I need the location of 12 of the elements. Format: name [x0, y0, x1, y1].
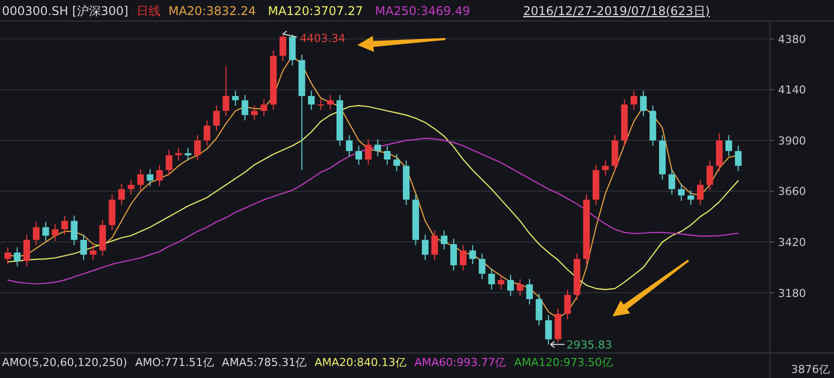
annotation: 日线: [136, 4, 160, 18]
subtitle: 2016/12/27-2019/07/18(623日): [523, 4, 710, 18]
annotation: AMA120:973.50亿: [514, 356, 613, 369]
annotation: AMA20:840.13亿: [314, 356, 406, 369]
annotation: AMA5:785.31亿: [222, 356, 307, 369]
annotation: 2935.83: [566, 338, 612, 352]
annotation: AMO(5,20,60,120,250): [2, 356, 128, 369]
annotation: AMO:771.51亿: [135, 356, 214, 369]
annotation: AMA60:993.77亿: [414, 356, 506, 369]
annotation: 3876亿: [791, 363, 830, 376]
annotation: 4403.34: [300, 32, 346, 45]
title: 000300.SH [沪深300]: [2, 4, 128, 18]
